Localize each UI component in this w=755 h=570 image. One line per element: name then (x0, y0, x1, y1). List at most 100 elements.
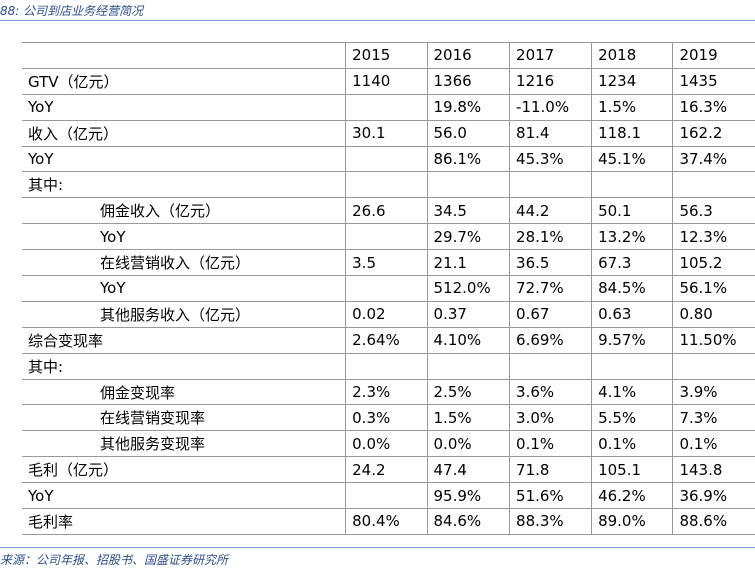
table-cell: 2.3% (345, 378, 428, 406)
table-cell: 4.1% (591, 378, 674, 406)
table-row: 其中: (22, 352, 755, 380)
table-cell: GTV（亿元） (22, 67, 347, 95)
table-cell: 0.0% (427, 430, 511, 458)
table-cell: 毛利（亿元） (22, 456, 347, 484)
table-cell: 51.6% (509, 482, 593, 510)
table-cell: 11.50% (672, 326, 755, 354)
table-cell: 其中: (22, 352, 347, 380)
table-cell: 16.3% (672, 93, 755, 121)
table-cell: 88.3% (509, 508, 593, 535)
table-cell (345, 352, 428, 380)
table-cell: 118.1 (591, 119, 674, 147)
table-cell: 34.5 (427, 197, 511, 225)
table-cell: 3.5 (345, 249, 428, 277)
table-row: 2015 2016 2017 2018 2019 (22, 42, 755, 69)
table-cell: 105.1 (591, 456, 674, 484)
table-cell: 37.4% (672, 145, 755, 173)
table-cell: 收入（亿元） (22, 119, 347, 147)
table-cell (345, 171, 428, 199)
table-cell: 0.80 (672, 300, 755, 328)
table-row: YoY 19.8% -11.0% 1.5% 16.3% (22, 93, 755, 121)
table-cell: 7.3% (672, 404, 755, 432)
table-cell: 0.37 (427, 300, 511, 328)
table-cell: 综合变现率 (22, 326, 347, 354)
table-cell: 512.0% (427, 275, 511, 302)
table-row: 收入（亿元） 30.1 56.0 81.4 118.1 162.2 (22, 119, 755, 147)
table-cell: 1.5% (427, 404, 511, 432)
table-cell: 佣金变现率 (22, 378, 347, 406)
table-cell: 12.3% (672, 223, 755, 251)
table-cell (509, 352, 593, 380)
table-cell: YoY (22, 482, 347, 510)
table-cell: 1366 (427, 67, 511, 95)
table-cell: 29.7% (427, 223, 511, 251)
table-cell: 1435 (672, 67, 755, 95)
table-cell: 95.9% (427, 482, 511, 510)
table-cell (509, 171, 593, 199)
table-row: 综合变现率 2.64% 4.10% 6.69% 9.57% 11.50% (22, 326, 755, 354)
table-cell: 81.4 (509, 119, 593, 147)
table-cell: 其他服务变现率 (22, 430, 347, 458)
table-cell: 2019 (672, 42, 755, 69)
table-row: 佣金收入（亿元） 26.6 34.5 44.2 50.1 56.3 (22, 197, 755, 225)
table-cell: 19.8% (427, 93, 511, 121)
table-cell (22, 42, 347, 69)
table-cell: 其中: (22, 171, 347, 199)
table-cell: 在线营销收入（亿元） (22, 249, 347, 277)
table-cell: 0.0% (345, 430, 428, 458)
table-cell: 72.7% (509, 275, 593, 302)
table-cell: 0.63 (591, 300, 674, 328)
table-cell: 47.4 (427, 456, 511, 484)
table-cell: 1140 (345, 67, 428, 95)
table-cell: 其他服务收入（亿元） (22, 300, 347, 328)
table-cell: -11.0% (509, 93, 593, 121)
table-cell: 21.1 (427, 249, 511, 277)
table-row: 其中: (22, 171, 755, 199)
table-row: 其他服务收入（亿元） 0.02 0.37 0.67 0.63 0.80 (22, 300, 755, 328)
table-row: YoY 29.7% 28.1% 13.2% 12.3% (22, 223, 755, 251)
table-row: 毛利率 80.4% 84.6% 88.3% 89.0% 88.6% (22, 508, 755, 535)
table-cell (591, 171, 674, 199)
table-cell: YoY (22, 145, 347, 173)
table-cell: 2.64% (345, 326, 428, 354)
table-cell: 28.1% (509, 223, 593, 251)
table-cell: 36.5 (509, 249, 593, 277)
table-cell: 67.3 (591, 249, 674, 277)
table-cell: 3.9% (672, 378, 755, 406)
table-cell: 3.0% (509, 404, 593, 432)
table-cell: 44.2 (509, 197, 593, 225)
table-cell: 4.10% (427, 326, 511, 354)
table-cell: 2015 (345, 42, 428, 69)
source: 来源：公司年报、招股书、国盛证券研究所 (0, 553, 229, 567)
table-cell: 162.2 (672, 119, 755, 147)
table-cell (345, 93, 428, 121)
table-row: 其他服务变现率 0.0% 0.0% 0.1% 0.1% 0.1% (22, 430, 755, 458)
table-cell: 0.1% (672, 430, 755, 458)
table-cell: 2018 (591, 42, 674, 69)
table-row: YoY 95.9% 51.6% 46.2% 36.9% (22, 482, 755, 510)
table-cell: 2.5% (427, 378, 511, 406)
table-row: 毛利（亿元） 24.2 47.4 71.8 105.1 143.8 (22, 456, 755, 484)
table-cell: 84.6% (427, 508, 511, 535)
table-cell: 45.1% (591, 145, 674, 173)
table-cell: 84.5% (591, 275, 674, 302)
table-cell (345, 482, 428, 510)
table-cell: YoY (22, 223, 347, 251)
table-row: 在线营销变现率 0.3% 1.5% 3.0% 5.5% 7.3% (22, 404, 755, 432)
table-cell (672, 352, 755, 380)
table-cell (427, 352, 511, 380)
table-cell: 56.1% (672, 275, 755, 302)
table-cell: 0.1% (509, 430, 593, 458)
table-cell: 1216 (509, 67, 593, 95)
table: 2015 2016 2017 2018 2019 GTV（亿元） 1140 1366 1216 1… (22, 42, 755, 535)
table-row: 佣金变现率 2.3% 2.5% 3.6% 4.1% 3.9% (22, 378, 755, 406)
table-cell: 89.0% (591, 508, 674, 535)
table-cell: YoY (22, 93, 347, 121)
table-cell: 0.1% (591, 430, 674, 458)
table-cell: 3.6% (509, 378, 593, 406)
table-cell: 56.0 (427, 119, 511, 147)
rule (0, 547, 755, 548)
table-cell: 86.1% (427, 145, 511, 173)
table-cell: 0.02 (345, 300, 428, 328)
